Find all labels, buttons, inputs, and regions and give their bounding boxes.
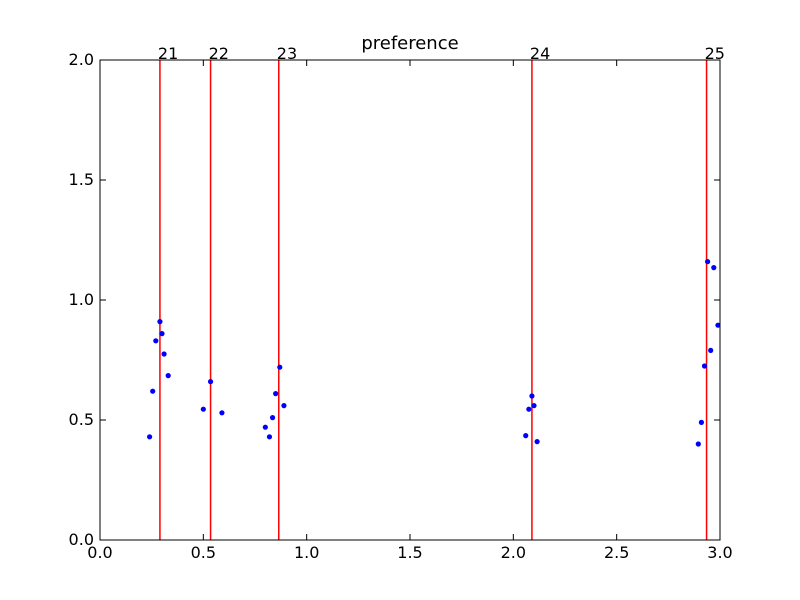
x-tick-label: 2.5	[604, 543, 629, 562]
chart-title: preference	[361, 33, 458, 54]
data-point	[159, 331, 165, 337]
data-point	[526, 406, 532, 412]
axes-frame	[99, 59, 721, 541]
y-tick-label: 1.5	[69, 170, 94, 189]
data-point	[529, 393, 535, 399]
data-point	[531, 403, 537, 409]
data-point	[523, 433, 529, 439]
data-point	[698, 419, 705, 425]
y-tick-label: 1.0	[69, 290, 94, 309]
data-point	[269, 415, 276, 421]
data-point	[711, 265, 717, 271]
vertical-line-label-22: 22	[209, 44, 229, 63]
data-point	[200, 406, 206, 412]
vertical-line-label-23: 23	[277, 44, 297, 63]
vertical-line-label-21: 21	[158, 44, 178, 63]
data-point	[219, 410, 225, 416]
data-point	[534, 439, 540, 445]
y-tick-label: 0.0	[69, 530, 94, 549]
data-point	[695, 441, 701, 447]
data-point	[153, 338, 159, 344]
plot-area: 21 22 23 24 25 0.0 0.5 1.0 1.5 2.0 2.5 3.0 0.0 0.5 1.0…	[69, 44, 733, 562]
data-point	[262, 424, 268, 430]
vertical-line-label-24: 24	[530, 44, 550, 63]
data-point	[277, 364, 283, 370]
data-point	[207, 379, 214, 385]
data-point	[281, 403, 287, 409]
x-tick-label: 0.0	[87, 543, 112, 562]
data-point	[715, 322, 721, 328]
vertical-line-label-25: 25	[705, 44, 725, 63]
data-point	[147, 434, 153, 440]
data-point	[705, 259, 711, 265]
data-point	[157, 319, 163, 325]
data-point	[161, 351, 167, 357]
x-tick-label: 2.0	[501, 543, 526, 562]
x-tick-label: 3.0	[707, 543, 732, 562]
data-point	[701, 363, 708, 369]
data-point	[150, 388, 156, 394]
x-tick-label: 0.5	[191, 543, 216, 562]
data-point	[165, 373, 171, 379]
data-point	[708, 347, 714, 353]
data-point	[266, 434, 273, 440]
x-tick-label: 1.0	[294, 543, 319, 562]
y-tick-label: 0.5	[69, 410, 94, 429]
data-point	[273, 391, 279, 397]
y-tick-label: 2.0	[69, 50, 94, 69]
x-tick-label: 1.5	[397, 543, 422, 562]
